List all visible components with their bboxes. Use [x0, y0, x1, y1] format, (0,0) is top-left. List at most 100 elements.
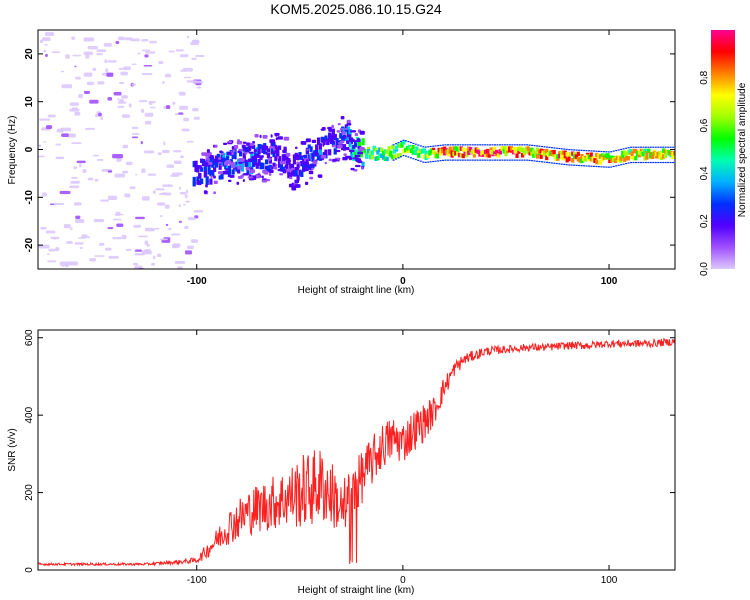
track-edge: [407, 156, 410, 158]
spectral-cell: [270, 142, 274, 149]
spectral-cell: [584, 157, 588, 162]
spectral-cell: [302, 163, 306, 170]
spectral-cell: [650, 154, 655, 160]
spectral-cell: [623, 157, 627, 162]
spectral-cell: [448, 149, 452, 154]
noise-blob: [107, 170, 113, 173]
spectral-halo: [339, 127, 344, 131]
spectral-cell: [426, 153, 430, 159]
spectrogram-x-axis-label: Height of straight line (km): [298, 285, 415, 296]
track-edge: [414, 158, 417, 161]
noise-blob: [134, 253, 145, 256]
track-edge: [501, 144, 504, 146]
spectral-cell: [517, 146, 521, 152]
spectral-cell: [361, 138, 365, 143]
track-edge: [563, 148, 566, 150]
spectral-cell: [535, 154, 540, 159]
spectral-cell: [324, 149, 328, 156]
spectral-halo: [279, 173, 284, 176]
spectral-halo: [269, 139, 276, 144]
track-edge: [573, 149, 576, 151]
spectral-cell: [571, 151, 575, 156]
spectral-halo: [355, 164, 361, 168]
spectral-cell: [422, 148, 426, 153]
track-edge: [399, 156, 402, 158]
track-edge: [592, 165, 595, 167]
spectrogram-y-axis-label: Frequency (Hz): [7, 116, 18, 185]
track-edge: [459, 144, 462, 146]
track-edge: [607, 151, 610, 153]
track-edge: [491, 159, 494, 161]
spectral-cell: [519, 147, 523, 153]
spectral-halo: [271, 151, 278, 154]
noise-blob: [69, 185, 80, 189]
noise-blob: [173, 150, 182, 153]
noise-blob: [121, 114, 131, 118]
spectral-cell: [617, 157, 621, 163]
spectral-cell: [658, 154, 662, 159]
noise-blob: [191, 40, 200, 42]
noise-blob: [141, 73, 153, 76]
spectral-halo: [294, 146, 298, 150]
spectral-cell: [637, 150, 642, 155]
spectral-cell: [385, 156, 389, 162]
noise-blob: [100, 199, 109, 202]
spectral-cell: [485, 148, 489, 154]
track-edge: [506, 144, 509, 146]
spectral-cell: [636, 150, 640, 156]
y-tick-label: 20: [24, 48, 35, 60]
spectral-cell: [368, 150, 373, 155]
spectral-cell: [200, 167, 204, 172]
spectral-halo: [324, 161, 328, 165]
spectral-halo: [250, 169, 256, 173]
spectral-cell: [574, 154, 579, 159]
spectral-cell: [266, 153, 271, 159]
spectral-cell: [491, 150, 495, 155]
track-edge: [444, 159, 447, 161]
spectral-cell: [623, 150, 627, 156]
spectral-cell: [532, 153, 536, 158]
spectral-cell: [650, 152, 655, 157]
noise-blob: [108, 255, 119, 259]
spectral-halo: [227, 179, 232, 182]
spectral-cell: [632, 155, 636, 161]
spectral-halo: [220, 152, 224, 156]
track-edge: [659, 146, 662, 148]
spectral-cell: [324, 135, 328, 140]
track-edge: [449, 144, 452, 146]
track-edge: [429, 161, 432, 163]
track-edge: [491, 144, 494, 146]
noise-blob: [119, 99, 124, 103]
noise-blob: [148, 100, 153, 105]
track-edge: [622, 163, 625, 165]
spectral-halo: [219, 150, 223, 153]
track-edge: [659, 161, 662, 164]
noise-blob: [125, 248, 132, 251]
track-edge: [664, 146, 667, 148]
spectral-cell: [248, 161, 252, 168]
track-edge: [523, 159, 526, 161]
spectral-halo: [300, 141, 307, 145]
snr-marks: [38, 337, 675, 567]
track-edge: [595, 165, 598, 168]
spectral-cell: [344, 124, 348, 131]
spectral-halo: [343, 153, 347, 157]
spectral-halo: [343, 135, 347, 140]
track-edge: [397, 157, 400, 159]
spectral-cell: [389, 152, 393, 158]
spectral-cell: [251, 157, 256, 164]
track-edge: [553, 162, 556, 164]
track-edge: [642, 161, 645, 164]
spectral-halo: [354, 133, 359, 137]
noise-blob: [79, 247, 84, 249]
track-edge: [409, 141, 412, 144]
spectral-cell: [220, 156, 224, 163]
noise-blob: [107, 195, 117, 200]
spectral-halo: [279, 160, 285, 165]
noise-blob: [106, 72, 114, 77]
track-edge: [654, 161, 657, 164]
spectral-halo: [249, 142, 254, 147]
spectral-cell: [383, 156, 387, 162]
spectral-cell: [656, 151, 660, 157]
